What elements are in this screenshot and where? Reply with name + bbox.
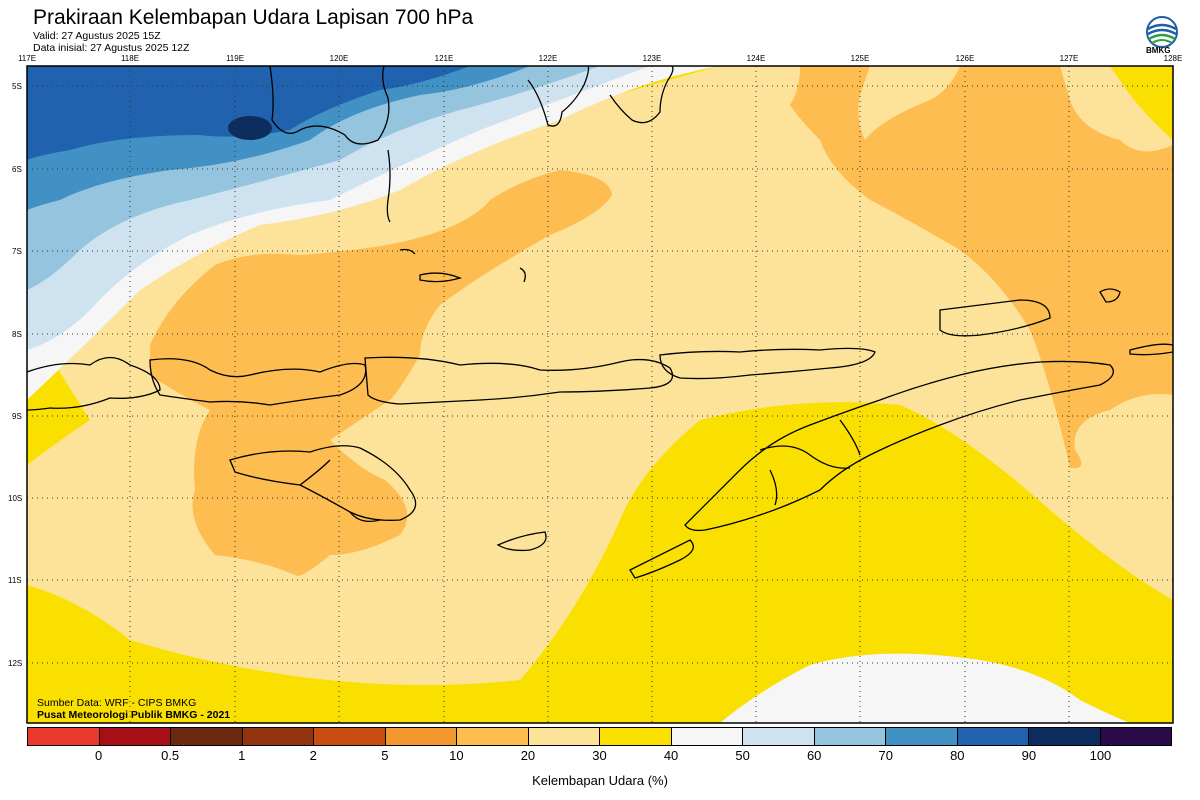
kisar-coast xyxy=(1099,288,1121,303)
colorbar-label: 0.5 xyxy=(161,748,180,763)
zone-90-100 xyxy=(228,116,272,140)
coastlines xyxy=(27,66,1173,579)
colorbar-segment xyxy=(28,728,100,745)
zone-10-20-east xyxy=(790,66,1173,469)
colorbar-label: 100 xyxy=(1089,748,1112,763)
valid-time: Valid: 27 Agustus 2025 15Z xyxy=(33,30,161,42)
colorbar-segment xyxy=(743,728,815,745)
colorbar-title: Kelembapan Udara (%) xyxy=(532,773,668,788)
lon-label: 122E xyxy=(539,54,558,63)
sumba-interior xyxy=(299,459,381,523)
lat-label: 12S xyxy=(8,659,22,668)
lon-label: 123E xyxy=(643,54,662,63)
flores-coast xyxy=(364,356,674,405)
colorbar-label: 1 xyxy=(238,748,246,763)
colorbar-segment xyxy=(457,728,529,745)
colorbar-label: 60 xyxy=(806,748,822,763)
colorbar-label: 10 xyxy=(449,748,464,763)
map-title: Prakiraan Kelembapan Udara Lapisan 700 h… xyxy=(33,6,474,29)
colorbar-label: 50 xyxy=(735,748,750,763)
wetar-coast xyxy=(939,299,1051,337)
lombok-coast xyxy=(27,356,161,411)
lat-label: 6S xyxy=(12,165,22,174)
data-source: Sumber Data: WRF - CIPS BMKG xyxy=(37,697,197,709)
colorbar xyxy=(27,727,1172,746)
zone-20-30-hole xyxy=(858,66,960,140)
lat-label: 5S xyxy=(12,82,22,91)
organization: Pusat Meteorologi Publik BMKG - 2021 xyxy=(37,709,231,721)
colorbar-segment xyxy=(886,728,958,745)
flores-sea-islets xyxy=(399,248,526,283)
rote-coast xyxy=(629,539,694,579)
zone-40-50-se xyxy=(720,653,1130,723)
colorbar-segment xyxy=(171,728,243,745)
lat-label: 7S xyxy=(12,247,22,256)
colorbar-segment xyxy=(814,728,886,745)
colorbar-segment xyxy=(671,728,743,745)
colorbar-segment xyxy=(1029,728,1101,745)
colorbar-label: 20 xyxy=(520,748,536,763)
colorbar-segment xyxy=(242,728,314,745)
lon-label: 128E xyxy=(1164,54,1183,63)
savu-coast xyxy=(496,531,547,552)
colorbar-segment xyxy=(385,728,457,745)
logo-text: BMKG xyxy=(1146,46,1171,55)
lat-label: 9S xyxy=(12,412,22,421)
colorbar-label: 2 xyxy=(309,748,317,763)
colorbar-segment xyxy=(528,728,600,745)
colorbar-label: 90 xyxy=(1021,748,1037,763)
lon-label: 117E xyxy=(18,54,36,63)
colorbar-segment xyxy=(957,728,1029,745)
sumbawa-coast xyxy=(149,358,367,406)
lon-label: 125E xyxy=(851,54,870,63)
buton-coast xyxy=(527,66,590,127)
timor-interior xyxy=(759,419,861,506)
lon-label: 127E xyxy=(1060,54,1079,63)
map-frame xyxy=(26,65,1174,724)
lat-label: 11S xyxy=(8,576,22,585)
colorbar-label: 0 xyxy=(94,748,103,763)
lon-label: 118E xyxy=(121,54,139,63)
alor-coast xyxy=(659,347,876,380)
lon-label: 124E xyxy=(747,54,766,63)
lon-label: 120E xyxy=(330,54,349,63)
sulawesi-coast xyxy=(269,66,390,145)
lon-label: 119E xyxy=(226,54,244,63)
leti-coast xyxy=(1129,343,1173,356)
lon-label: 121E xyxy=(435,54,454,63)
zone-80-90 xyxy=(27,66,470,160)
lon-label: 126E xyxy=(956,54,975,63)
colorbar-label: 5 xyxy=(381,748,389,763)
graticule xyxy=(27,66,1173,723)
init-time: Data inisial: 27 Agustus 2025 12Z xyxy=(33,42,190,54)
colorbar-label: 40 xyxy=(663,748,679,763)
colorbar-segment xyxy=(1100,728,1171,745)
lat-label: 8S xyxy=(12,330,22,339)
muna-coast xyxy=(609,66,674,124)
zone-30-40-ne xyxy=(1110,66,1173,140)
colorbar-segment xyxy=(314,728,386,745)
colorbar-label: 80 xyxy=(950,748,965,763)
colorbar-segment xyxy=(99,728,171,745)
selayar-coast xyxy=(386,149,391,223)
colorbar-segment xyxy=(600,728,672,745)
timor-coast xyxy=(684,360,1114,532)
colorbar-label: 70 xyxy=(878,748,893,763)
zone-10-20-west xyxy=(150,170,612,576)
lat-label: 10S xyxy=(8,494,22,503)
bmkg-logo-icon xyxy=(1146,16,1178,48)
colorbar-label: 30 xyxy=(592,748,607,763)
